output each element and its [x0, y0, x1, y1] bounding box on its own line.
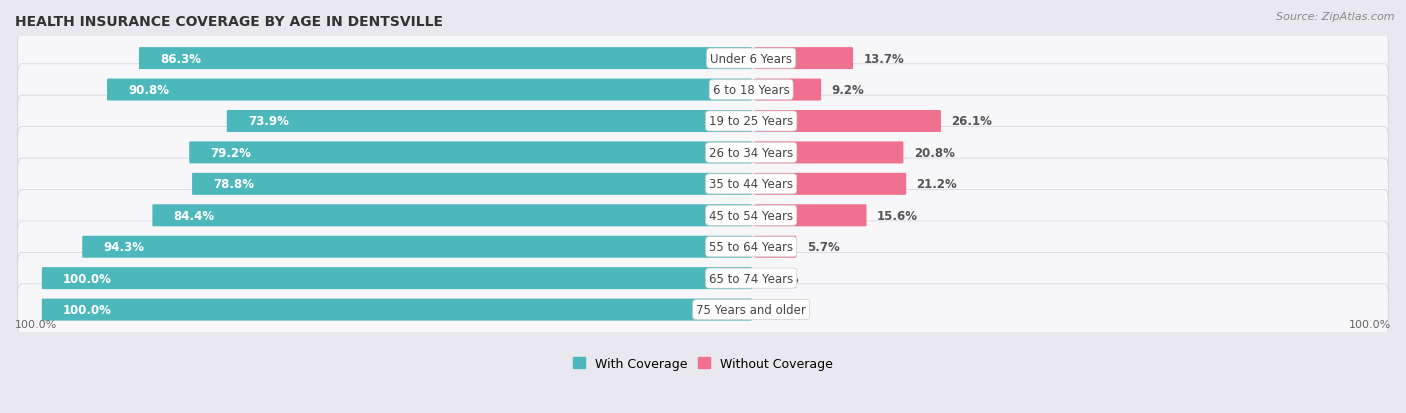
Text: 100.0%: 100.0% — [15, 319, 58, 329]
Text: 15.6%: 15.6% — [877, 209, 918, 222]
Text: 26 to 34 Years: 26 to 34 Years — [709, 147, 793, 159]
Text: 13.7%: 13.7% — [863, 52, 904, 65]
Text: 100.0%: 100.0% — [63, 272, 112, 285]
Text: 26.1%: 26.1% — [952, 115, 993, 128]
FancyBboxPatch shape — [42, 268, 752, 290]
Text: 6 to 18 Years: 6 to 18 Years — [713, 84, 790, 97]
Text: 100.0%: 100.0% — [1348, 319, 1391, 329]
Text: 19 to 25 Years: 19 to 25 Years — [709, 115, 793, 128]
FancyBboxPatch shape — [139, 48, 752, 70]
Legend: With Coverage, Without Coverage: With Coverage, Without Coverage — [572, 357, 834, 370]
Text: 55 to 64 Years: 55 to 64 Years — [709, 241, 793, 254]
FancyBboxPatch shape — [755, 142, 904, 164]
Text: 21.2%: 21.2% — [917, 178, 957, 191]
FancyBboxPatch shape — [82, 236, 752, 258]
FancyBboxPatch shape — [193, 173, 752, 195]
FancyBboxPatch shape — [226, 111, 752, 133]
Text: 35 to 44 Years: 35 to 44 Years — [709, 178, 793, 191]
FancyBboxPatch shape — [152, 205, 752, 227]
Text: 20.8%: 20.8% — [914, 147, 955, 159]
FancyBboxPatch shape — [755, 205, 866, 227]
FancyBboxPatch shape — [18, 159, 1388, 210]
Text: 5.7%: 5.7% — [807, 241, 839, 254]
Text: 100.0%: 100.0% — [63, 304, 112, 316]
FancyBboxPatch shape — [18, 33, 1388, 85]
Text: 90.8%: 90.8% — [128, 84, 169, 97]
FancyBboxPatch shape — [755, 79, 821, 101]
FancyBboxPatch shape — [18, 64, 1388, 116]
Text: 78.8%: 78.8% — [214, 178, 254, 191]
Text: 94.3%: 94.3% — [104, 241, 145, 254]
Text: HEALTH INSURANCE COVERAGE BY AGE IN DENTSVILLE: HEALTH INSURANCE COVERAGE BY AGE IN DENT… — [15, 15, 443, 29]
FancyBboxPatch shape — [755, 111, 941, 133]
Text: 84.4%: 84.4% — [174, 209, 215, 222]
Text: 73.9%: 73.9% — [247, 115, 290, 128]
FancyBboxPatch shape — [18, 284, 1388, 335]
FancyBboxPatch shape — [755, 173, 907, 195]
FancyBboxPatch shape — [107, 79, 752, 101]
FancyBboxPatch shape — [755, 236, 796, 258]
FancyBboxPatch shape — [18, 221, 1388, 273]
Text: 86.3%: 86.3% — [160, 52, 201, 65]
FancyBboxPatch shape — [755, 48, 853, 70]
FancyBboxPatch shape — [18, 96, 1388, 147]
Text: 45 to 54 Years: 45 to 54 Years — [709, 209, 793, 222]
FancyBboxPatch shape — [18, 190, 1388, 242]
Text: 79.2%: 79.2% — [211, 147, 252, 159]
FancyBboxPatch shape — [18, 127, 1388, 179]
Text: 75 Years and older: 75 Years and older — [696, 304, 806, 316]
FancyBboxPatch shape — [42, 299, 752, 321]
Text: 0.0%: 0.0% — [766, 304, 799, 316]
Text: 65 to 74 Years: 65 to 74 Years — [709, 272, 793, 285]
Text: 9.2%: 9.2% — [831, 84, 865, 97]
FancyBboxPatch shape — [190, 142, 752, 164]
Text: Under 6 Years: Under 6 Years — [710, 52, 792, 65]
Text: Source: ZipAtlas.com: Source: ZipAtlas.com — [1277, 12, 1395, 22]
Text: 0.0%: 0.0% — [766, 272, 799, 285]
FancyBboxPatch shape — [18, 253, 1388, 304]
